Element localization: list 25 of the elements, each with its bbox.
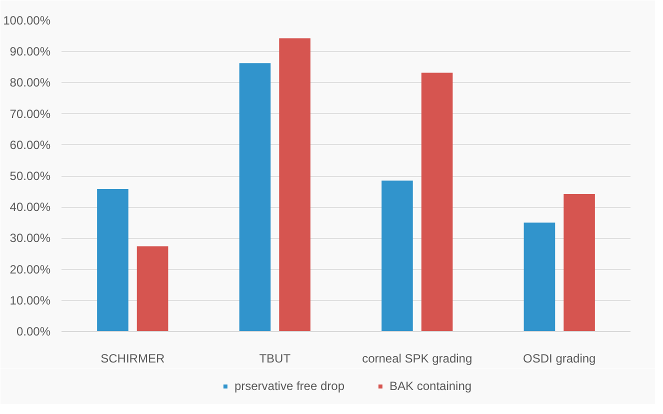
y-tick-label: 70.00% (10, 106, 51, 121)
bar (239, 63, 271, 332)
bar (97, 189, 128, 332)
bar (279, 38, 310, 332)
bar (382, 180, 413, 332)
bar (136, 246, 168, 332)
y-tick-label: 50.00% (10, 169, 51, 183)
legend-label: prservative free drop (234, 379, 344, 393)
x-tick-label: corneal SPK grading (362, 352, 472, 366)
bar (421, 72, 453, 332)
y-tick-label: 90.00% (10, 44, 51, 59)
y-tick-label: 30.00% (10, 231, 51, 246)
x-tick-label: TBUT (259, 352, 292, 366)
y-tick-label: 0.00% (16, 324, 51, 338)
legend-label: BAK containing (390, 379, 472, 393)
y-tick-label: 20.00% (10, 262, 51, 276)
y-tick-label: 60.00% (10, 138, 51, 152)
bar (524, 222, 556, 332)
bar (564, 194, 595, 332)
y-tick-label: 40.00% (10, 200, 51, 214)
y-tick-label: 10.00% (10, 293, 51, 308)
x-tick-label: OSDI grading (523, 352, 596, 366)
x-tick-label: SCHIRMER (100, 352, 165, 366)
y-tick-label: 80.00% (10, 76, 51, 90)
y-tick-label: 100.00% (3, 14, 51, 28)
